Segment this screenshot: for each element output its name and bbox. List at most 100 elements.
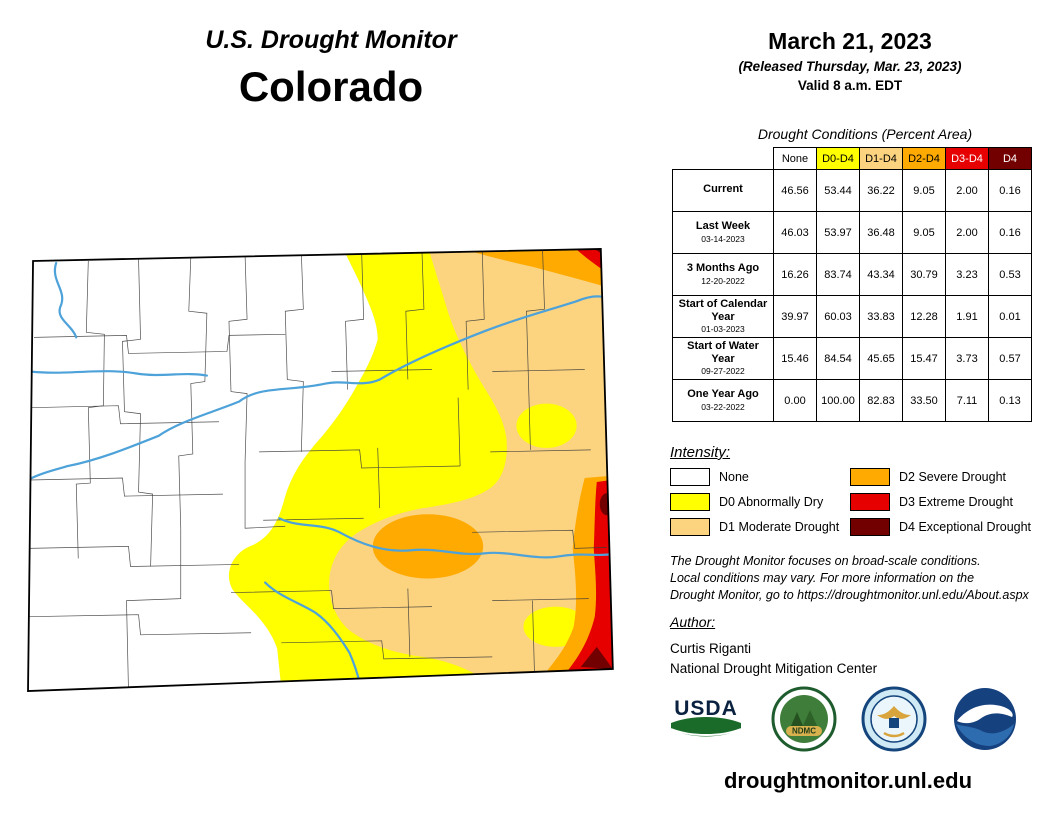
released-date: (Released Thursday, Mar. 23, 2023): [738, 59, 962, 74]
row-label: 3 Months Ago: [686, 262, 760, 275]
legend-item-d1: D1 Moderate Drought: [670, 518, 850, 536]
value-cell: 2.00: [945, 169, 989, 212]
disclaimer-line: Local conditions may vary. For more info…: [670, 570, 975, 585]
value-cell: 60.03: [816, 294, 860, 339]
author-org: National Drought Mitigation Center: [670, 661, 878, 677]
table-row: 3 Months Ago 12-20-2022 16.26 83.74 43.34…: [672, 253, 1032, 296]
author-heading: Author:: [670, 614, 716, 630]
author-block: Author: Curtis Riganti National Drought …: [670, 614, 877, 680]
table-row: One Year Ago 03-22-2022 0.00 100.00 82.83…: [672, 379, 1032, 423]
value-cell: 46.56: [773, 169, 817, 212]
colorado-drought-map: [27, 247, 614, 693]
legend-label: D1 Moderate Drought: [719, 520, 840, 534]
table-corner-cell: [672, 147, 774, 170]
intensity-legend: Intensity: None D0 Abnormally Dry D1 Mod…: [670, 444, 1032, 536]
value-cell: 84.54: [816, 337, 860, 381]
value-cell: 100.00: [816, 379, 860, 423]
date-block: March 21, 2023 (Released Thursday, Mar. …: [672, 28, 1028, 93]
value-cell: 9.05: [902, 211, 946, 254]
legend-swatch-d1: [670, 518, 710, 536]
value-cell: 36.48: [859, 211, 903, 254]
value-cell: 2.00: [945, 211, 989, 254]
footer-url: droughtmonitor.unl.edu: [723, 768, 973, 793]
value-cell: 15.46: [773, 337, 817, 381]
state-outline: [27, 247, 614, 693]
legend-swatch-d3: [850, 493, 890, 511]
legend-label: D3 Extreme Drought: [899, 495, 1013, 509]
value-cell: 45.65: [859, 337, 903, 381]
value-cell: 30.79: [902, 253, 946, 296]
value-cell: 0.01: [988, 294, 1032, 339]
column-header-d2-d4: D2-D4: [902, 147, 946, 170]
svg-text:NDMC: NDMC: [792, 727, 816, 736]
value-cell: 16.26: [773, 253, 817, 296]
value-cell: 7.11: [945, 379, 989, 423]
legend-swatch-d0: [670, 493, 710, 511]
table-header-row: None D0-D4 D1-D4 D2-D4 D3-D4 D4: [672, 147, 1032, 170]
legend-label: D0 Abnormally Dry: [719, 495, 824, 509]
value-cell: 46.03: [773, 211, 817, 254]
column-header-d4: D4: [988, 147, 1032, 170]
value-cell: 9.05: [902, 169, 946, 212]
column-header-d1-d4: D1-D4: [859, 147, 903, 170]
map-region-d3: [566, 480, 613, 677]
value-cell: 82.83: [859, 379, 903, 423]
legend-item-d0: D0 Abnormally Dry: [670, 493, 850, 511]
table-row: Current 46.56 53.44 36.22 9.05 2.00 0.16: [672, 169, 1032, 212]
value-cell: 3.23: [945, 253, 989, 296]
valid-time: Valid 8 a.m. EDT: [797, 78, 903, 93]
value-cell: 12.28: [902, 294, 946, 339]
row-label: Start of Water Year: [687, 340, 759, 365]
table-title: Drought Conditions (Percent Area): [757, 126, 973, 142]
legend-label: D4 Exceptional Drought: [899, 520, 1032, 534]
value-cell: 53.97: [816, 211, 860, 254]
legend-label: D2 Severe Drought: [899, 470, 1007, 484]
row-label: Current: [703, 183, 743, 196]
map-region-d1: [329, 248, 613, 692]
disclaimer-line: Drought Monitor, go to https://droughtmo…: [670, 587, 1029, 602]
logos-row: USDA NDMC: [666, 686, 1018, 752]
map-date: March 21, 2023: [768, 28, 932, 54]
legend-item-d4: D4 Exceptional Drought: [850, 518, 1031, 536]
ndmc-logo: NDMC: [771, 686, 837, 752]
title-block: U.S. Drought Monitor Colorado: [0, 26, 662, 111]
map-region-d4: [599, 493, 613, 516]
value-cell: 1.91: [945, 294, 989, 339]
disclaimer-text: The Drought Monitor focuses on broad-sca…: [670, 553, 1029, 604]
author-name: Curtis Riganti: [670, 641, 752, 656]
column-header-d0-d4: D0-D4: [816, 147, 860, 170]
value-cell: 0.16: [988, 169, 1032, 212]
value-cell: 36.22: [859, 169, 903, 212]
row-label: One Year Ago: [687, 388, 759, 401]
row-date: 12-20-2022: [701, 275, 745, 286]
map-region-d2: [372, 514, 484, 579]
column-header-d3-d4: D3-D4: [945, 147, 989, 170]
value-cell: 43.34: [859, 253, 903, 296]
legend-swatch-d4: [850, 518, 890, 536]
map-region-d0-pocket: [516, 403, 577, 448]
disclaimer-line: The Drought Monitor focuses on broad-sca…: [670, 554, 981, 568]
row-date: 01-03-2023: [701, 324, 745, 335]
value-cell: 0.16: [988, 211, 1032, 254]
value-cell: 3.73: [945, 337, 989, 381]
legend-item-none: None: [670, 468, 850, 486]
value-cell: 0.53: [988, 253, 1032, 296]
row-date: 09-27-2022: [701, 366, 745, 377]
value-cell: 33.50: [902, 379, 946, 423]
table-row: Start of Calendar Year 01-03-2023 39.97 6…: [672, 294, 1032, 339]
value-cell: 83.74: [816, 253, 860, 296]
value-cell: 15.47: [902, 337, 946, 381]
column-header-none: None: [773, 147, 817, 170]
row-label: Start of Calendar Year: [678, 298, 768, 323]
county-boundaries: [28, 248, 607, 692]
value-cell: 0.13: [988, 379, 1032, 423]
legend-swatch-d2: [850, 468, 890, 486]
page-title: U.S. Drought Monitor: [205, 26, 457, 54]
rivers: [28, 261, 611, 692]
legend-item-d3: D3 Extreme Drought: [850, 493, 1031, 511]
value-cell: 53.44: [816, 169, 860, 212]
value-cell: 0.57: [988, 337, 1032, 381]
legend-item-d2: D2 Severe Drought: [850, 468, 1031, 486]
row-date: 03-14-2023: [701, 233, 745, 244]
